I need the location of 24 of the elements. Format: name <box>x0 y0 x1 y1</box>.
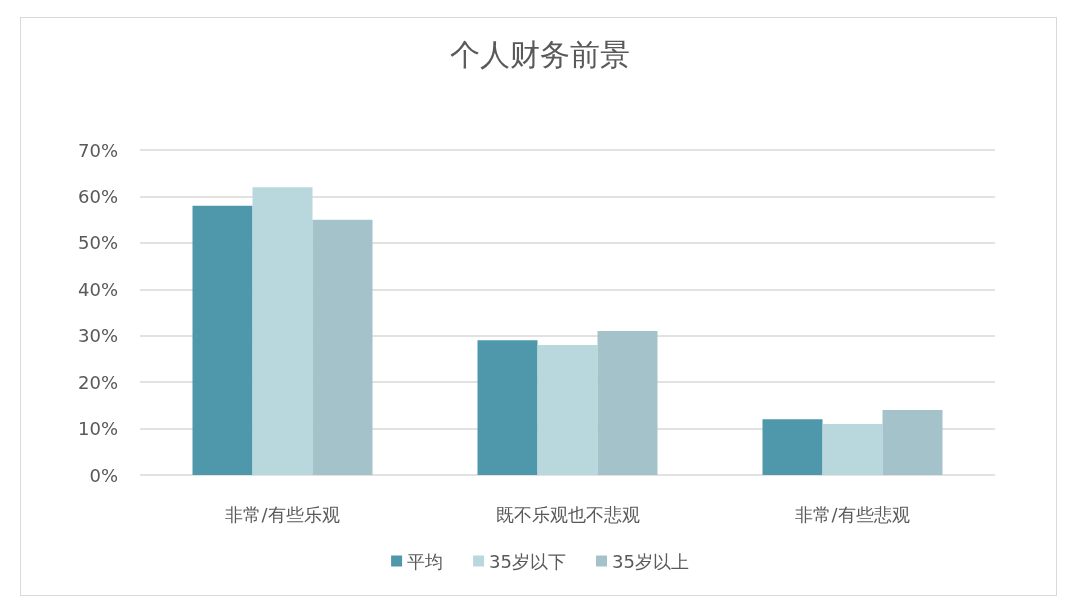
chart-title: 个人财务前景 <box>450 36 630 72</box>
y-tick-label: 10% <box>77 418 118 440</box>
y-tick-label: 40% <box>77 278 118 300</box>
x-tick-label: 既不乐观也不悲观 <box>495 503 640 525</box>
bar <box>312 219 373 475</box>
y-tick-label: 30% <box>77 325 118 347</box>
y-tick-label: 20% <box>77 371 118 393</box>
y-tick-label: 60% <box>77 185 118 207</box>
y-tick-label: 70% <box>77 139 118 161</box>
bar <box>822 423 883 475</box>
bar <box>477 340 538 475</box>
y-tick-label: 0% <box>89 464 118 486</box>
bar <box>882 410 943 475</box>
x-tick-label: 非常/有些悲观 <box>795 503 910 525</box>
bar <box>537 345 598 475</box>
legend-label: 35岁以上 <box>612 550 689 572</box>
y-tick-label: 50% <box>77 232 118 254</box>
x-tick-label: 非常/有些乐观 <box>225 503 340 525</box>
bar <box>192 205 253 475</box>
bar <box>252 187 313 475</box>
legend-label: 平均 <box>407 550 444 572</box>
legend-label: 35岁以下 <box>489 550 566 572</box>
bar <box>597 331 658 475</box>
bar <box>762 419 823 475</box>
